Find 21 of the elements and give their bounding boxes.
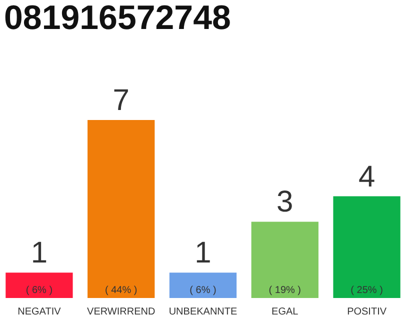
bar: [333, 196, 400, 298]
data-label: 7: [112, 84, 130, 117]
bar: [169, 272, 237, 298]
annotation: ( 25% ): [350, 285, 383, 296]
data-label: 4: [358, 160, 376, 194]
data-label: 1: [30, 236, 48, 270]
bar: [6, 272, 73, 298]
data-label: 3: [276, 186, 294, 219]
x-tick-label: VERWIRREND: [87, 306, 156, 318]
data-label: 1: [194, 236, 212, 270]
annotation: ( 6% ): [190, 285, 216, 296]
annotation: ( 6% ): [26, 285, 53, 296]
x-tick-label: NEGATIV: [18, 306, 62, 318]
x-tick-label: EGAL: [272, 306, 299, 318]
annotation: ( 19% ): [268, 285, 302, 296]
chart-title: 081916572748: [4, 0, 231, 37]
bar: [88, 120, 155, 298]
x-tick-label: POSITIV: [347, 306, 387, 318]
bar: [251, 222, 318, 298]
annotation: ( 44% ): [104, 285, 138, 296]
x-tick-label: UNBEKANNTE: [168, 306, 238, 318]
